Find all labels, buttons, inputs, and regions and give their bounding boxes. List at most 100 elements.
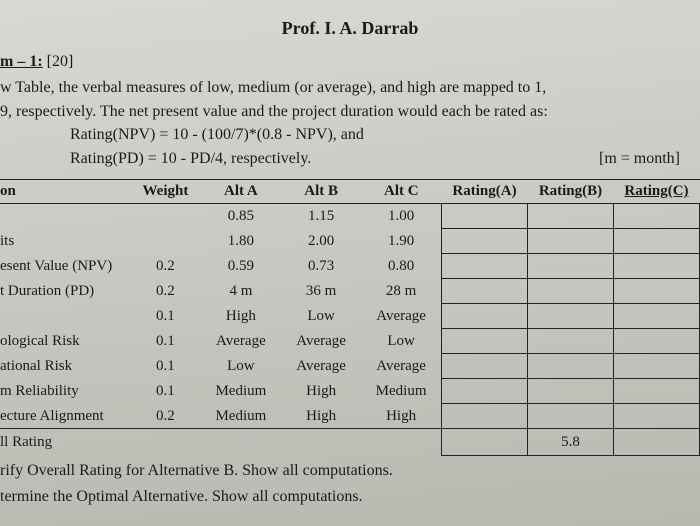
table-cell: High: [281, 404, 361, 429]
overall-rating-b: 5.8: [528, 429, 614, 456]
table-row: ecture Alignment0.2MediumHighHigh: [0, 404, 700, 429]
rating-cell-empty: [613, 304, 699, 329]
table-cell: 0.85: [201, 204, 281, 229]
rating-cell-empty: [613, 279, 699, 304]
rating-cell-empty: [613, 329, 699, 354]
table-cell: [0, 304, 130, 329]
table-cell: Medium: [361, 379, 441, 404]
overall-rating-a: [442, 429, 528, 456]
formula-pd: Rating(PD) = 10 - PD/4, respectively.: [70, 150, 311, 167]
table-row: m Reliability0.1MediumHighMedium: [0, 379, 700, 404]
rating-cell-empty: [528, 329, 614, 354]
table-cell: ecture Alignment: [0, 404, 130, 429]
rating-cell-empty: [613, 229, 699, 254]
rating-cell-empty: [528, 279, 614, 304]
table-cell: 1.15: [281, 204, 361, 229]
table-cell: 0.80: [361, 254, 441, 279]
rating-cell-empty: [528, 404, 614, 429]
rating-cell-empty: [442, 404, 528, 429]
table-cell: Average: [361, 304, 441, 329]
table-cell: 36 m: [281, 279, 361, 304]
col-rating-c: Rating(C): [613, 180, 699, 204]
table-cell: 4 m: [201, 279, 281, 304]
col-rating-a: Rating(A): [442, 180, 528, 204]
table-cell: t Duration (PD): [0, 279, 130, 304]
table-cell: High: [281, 379, 361, 404]
table-cell: Low: [361, 329, 441, 354]
table-row: t Duration (PD)0.24 m36 m28 m: [0, 279, 700, 304]
problem-header: m – 1: [20]: [0, 53, 700, 71]
col-weight: Weight: [130, 180, 201, 204]
table-cell: High: [201, 304, 281, 329]
table-cell: Low: [201, 354, 281, 379]
rating-cell-empty: [442, 329, 528, 354]
rating-cell-empty: [442, 229, 528, 254]
table-cell: 0.59: [201, 254, 281, 279]
table-row: 0.1HighLowAverage: [0, 304, 700, 329]
table-cell: [130, 204, 201, 229]
table-cell: 28 m: [361, 279, 441, 304]
rating-cell-empty: [613, 354, 699, 379]
rating-cell-empty: [528, 229, 614, 254]
footer-line-2: termine the Optimal Alternative. Show al…: [0, 486, 700, 508]
rating-cell-empty: [442, 304, 528, 329]
table-cell: 1.00: [361, 204, 441, 229]
rating-cell-empty: [528, 204, 614, 229]
table-cell: [130, 229, 201, 254]
table-cell: Medium: [201, 404, 281, 429]
table-cell: 1.90: [361, 229, 441, 254]
rating-cell-empty: [442, 279, 528, 304]
rating-cell-empty: [613, 254, 699, 279]
rating-cell-empty: [528, 254, 614, 279]
month-note: [m = month]: [599, 148, 680, 170]
table-cell: High: [361, 404, 441, 429]
table-cell: 0.1: [130, 354, 201, 379]
table-cell: Medium: [201, 379, 281, 404]
table-row: 0.851.151.00: [0, 204, 700, 229]
table-cell: 1.80: [201, 229, 281, 254]
rating-cell-empty: [528, 354, 614, 379]
rating-cell-empty: [528, 379, 614, 404]
rating-cell-empty: [613, 404, 699, 429]
desc-line-2: 9, respectively. The net present value a…: [0, 101, 700, 123]
table-cell: [0, 204, 130, 229]
col-alt-a: Alt A: [201, 180, 281, 204]
table-cell: 0.2: [130, 254, 201, 279]
table-cell: 0.1: [130, 329, 201, 354]
overall-label: ll Rating: [0, 429, 130, 456]
table-row: its1.802.001.90: [0, 229, 700, 254]
overall-rating-c: [613, 429, 699, 456]
table-cell: Average: [361, 354, 441, 379]
rating-cell-empty: [442, 379, 528, 404]
rating-cell-empty: [528, 304, 614, 329]
table-cell: 0.2: [130, 404, 201, 429]
problem-points: [20]: [47, 53, 74, 70]
problem-label: m – 1:: [0, 53, 43, 70]
col-rating-b: Rating(B): [528, 180, 614, 204]
rating-cell-empty: [442, 254, 528, 279]
table-row: ological Risk0.1AverageAverageLow: [0, 329, 700, 354]
table-cell: ational Risk: [0, 354, 130, 379]
table-cell: Average: [281, 329, 361, 354]
table-cell: esent Value (NPV): [0, 254, 130, 279]
page-title: Prof. I. A. Darrab: [0, 18, 700, 39]
table-row: esent Value (NPV)0.20.590.730.80: [0, 254, 700, 279]
formula-npv: Rating(NPV) = 10 - (100/7)*(0.8 - NPV), …: [0, 124, 700, 146]
rating-cell-empty: [442, 204, 528, 229]
table-cell: Average: [281, 354, 361, 379]
col-alt-c: Alt C: [361, 180, 441, 204]
col-alt-b: Alt B: [281, 180, 361, 204]
col-criterion: on: [0, 180, 130, 204]
table-cell: its: [0, 229, 130, 254]
table-cell: ological Risk: [0, 329, 130, 354]
table-cell: 0.1: [130, 379, 201, 404]
ratings-table: on Weight Alt A Alt B Alt C Rating(A) Ra…: [0, 179, 700, 456]
table-cell: 0.2: [130, 279, 201, 304]
table-cell: Average: [201, 329, 281, 354]
overall-row: ll Rating 5.8: [0, 429, 700, 456]
rating-cell-empty: [613, 204, 699, 229]
table-cell: Low: [281, 304, 361, 329]
rating-cell-empty: [613, 379, 699, 404]
table-cell: m Reliability: [0, 379, 130, 404]
table-row: ational Risk0.1LowAverageAverage: [0, 354, 700, 379]
